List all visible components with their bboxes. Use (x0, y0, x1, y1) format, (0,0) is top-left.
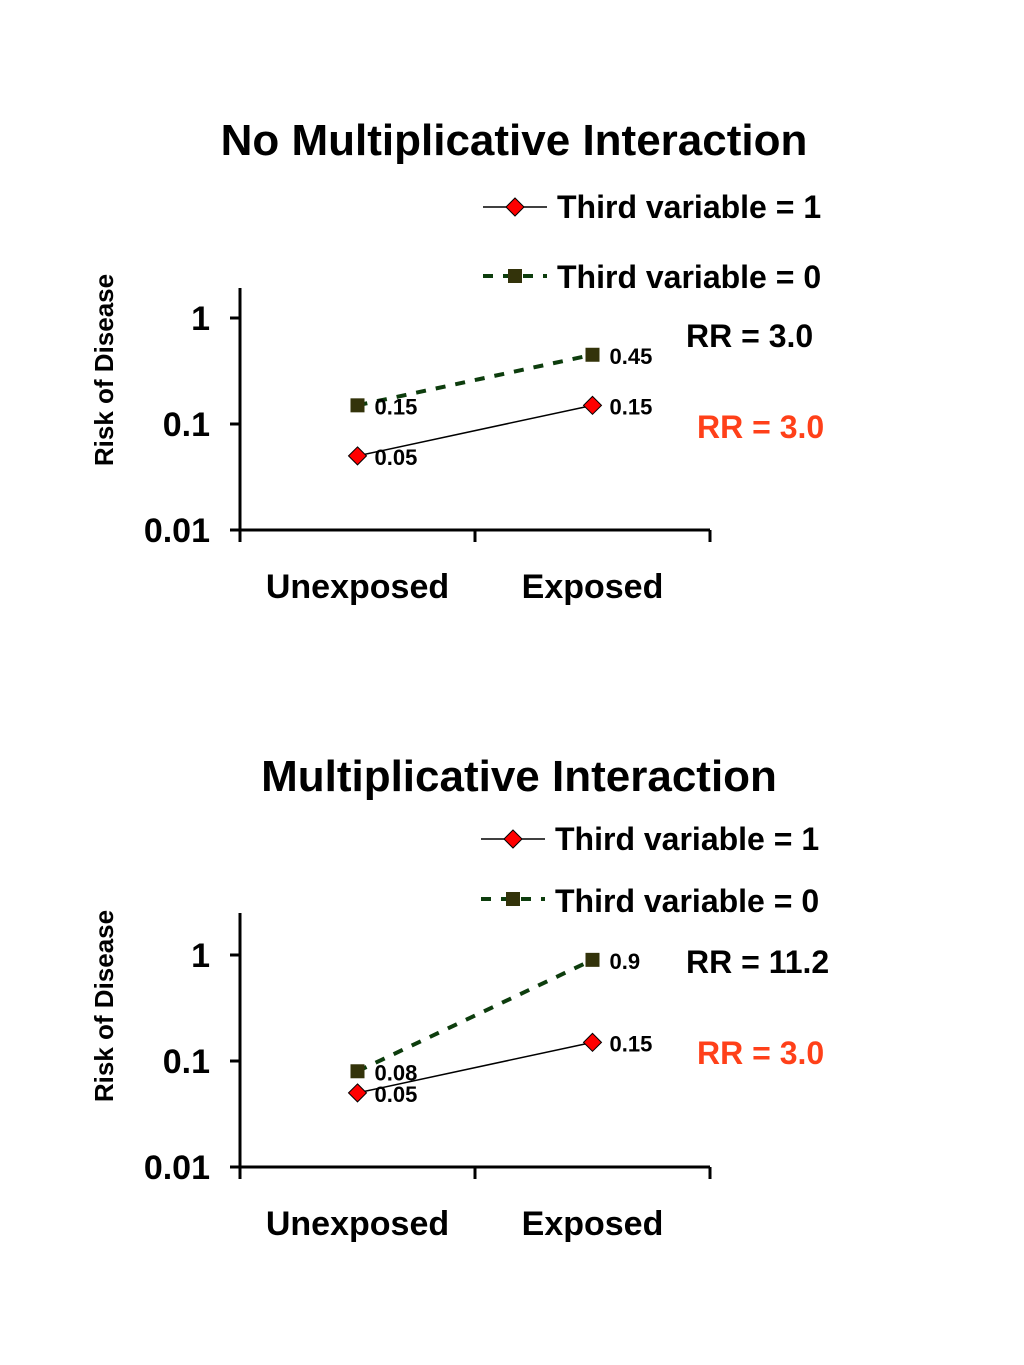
data-label-series-2: 0.45 (610, 344, 653, 369)
x-category-label: Unexposed (266, 1205, 449, 1243)
series-line-2 (357, 352, 593, 408)
data-point-series-1 (582, 1032, 603, 1053)
y-tick-label: 1 (191, 937, 210, 975)
x-category-label: Exposed (522, 568, 664, 606)
series-line-2 (356, 958, 594, 1074)
y-tick-label: 1 (191, 300, 210, 338)
rr-annotation: RR = 3.0 (697, 1035, 824, 1071)
y-tick-label: 0.1 (163, 1043, 210, 1081)
rr-annotation: RR = 3.0 (686, 318, 813, 354)
legend-label: Third variable = 1 (555, 821, 819, 857)
y-axis-label: Risk of Disease (89, 274, 119, 466)
legend-marker (508, 269, 522, 283)
legend-marker (506, 892, 520, 906)
data-label-series-2: 0.08 (375, 1060, 418, 1085)
y-tick-label: 0.1 (163, 406, 210, 444)
data-label-series-2: 0.15 (375, 394, 418, 419)
data-label-series-1: 0.05 (375, 1082, 418, 1107)
chart-1: No Multiplicative Interaction Risk of Dis… (89, 116, 824, 606)
legend-label: Third variable = 0 (555, 883, 819, 919)
data-point-series-1 (582, 395, 603, 416)
legend-marker (505, 197, 525, 217)
data-point-series-2 (350, 398, 365, 413)
rr-annotation: RR = 11.2 (686, 944, 829, 980)
series-line-1 (357, 1041, 593, 1094)
x-category-label: Exposed (522, 1205, 664, 1243)
data-label-series-1: 0.15 (610, 1031, 653, 1056)
rr-annotation: RR = 3.0 (697, 409, 824, 445)
y-axis-label: Risk of Disease (89, 910, 119, 1102)
chart-title: No Multiplicative Interaction (221, 116, 808, 165)
data-point-series-1 (347, 1083, 368, 1103)
data-point-series-2 (585, 952, 600, 967)
data-label-series-2: 0.9 (610, 949, 641, 974)
y-tick-label: 0.01 (144, 1149, 210, 1187)
chart-title: Multiplicative Interaction (261, 752, 777, 801)
data-label-series-1: 0.05 (375, 445, 418, 470)
series-line-1 (357, 404, 593, 457)
x-category-label: Unexposed (266, 568, 449, 606)
data-point-series-1 (347, 446, 368, 466)
chart-2: Multiplicative Interaction Risk of Diseas… (89, 752, 829, 1243)
data-label-series-1: 0.15 (610, 394, 653, 419)
legend-label: Third variable = 0 (557, 259, 821, 295)
y-tick-label: 0.01 (144, 512, 210, 550)
legend-label: Third variable = 1 (557, 189, 821, 225)
data-point-series-2 (585, 347, 600, 362)
legend-marker (503, 829, 523, 849)
data-point-series-2 (350, 1064, 365, 1079)
